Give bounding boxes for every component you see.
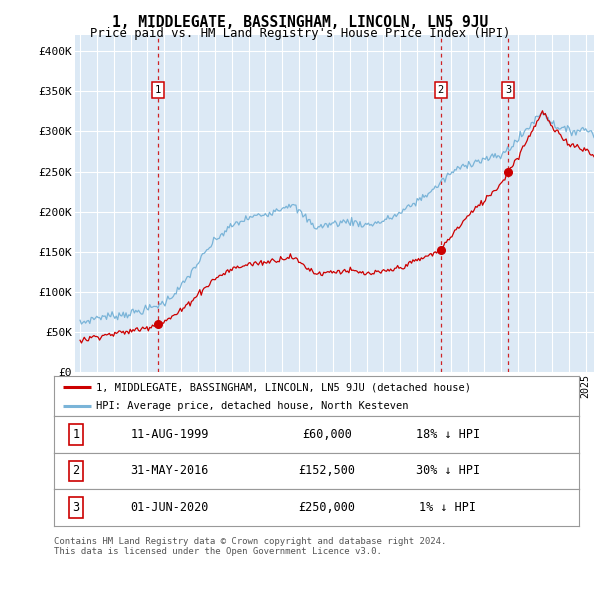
Text: 30% ↓ HPI: 30% ↓ HPI [416,464,480,477]
Text: 1, MIDDLEGATE, BASSINGHAM, LINCOLN, LN5 9JU: 1, MIDDLEGATE, BASSINGHAM, LINCOLN, LN5 … [112,15,488,30]
Text: Price paid vs. HM Land Registry's House Price Index (HPI): Price paid vs. HM Land Registry's House … [90,27,510,40]
Text: £152,500: £152,500 [299,464,355,477]
Text: 11-AUG-1999: 11-AUG-1999 [130,428,209,441]
Text: 2: 2 [73,464,80,477]
Text: 18% ↓ HPI: 18% ↓ HPI [416,428,480,441]
Text: 1: 1 [155,85,161,95]
Text: 3: 3 [73,501,80,514]
Text: £250,000: £250,000 [299,501,355,514]
Text: Contains HM Land Registry data © Crown copyright and database right 2024.
This d: Contains HM Land Registry data © Crown c… [54,537,446,556]
Text: 3: 3 [505,85,512,95]
Text: 31-MAY-2016: 31-MAY-2016 [130,464,209,477]
Text: HPI: Average price, detached house, North Kesteven: HPI: Average price, detached house, Nort… [96,401,409,411]
Text: 1, MIDDLEGATE, BASSINGHAM, LINCOLN, LN5 9JU (detached house): 1, MIDDLEGATE, BASSINGHAM, LINCOLN, LN5 … [96,382,471,392]
Text: £60,000: £60,000 [302,428,352,441]
Text: 1% ↓ HPI: 1% ↓ HPI [419,501,476,514]
Text: 2: 2 [438,85,444,95]
Text: 1: 1 [73,428,80,441]
Text: 01-JUN-2020: 01-JUN-2020 [130,501,209,514]
